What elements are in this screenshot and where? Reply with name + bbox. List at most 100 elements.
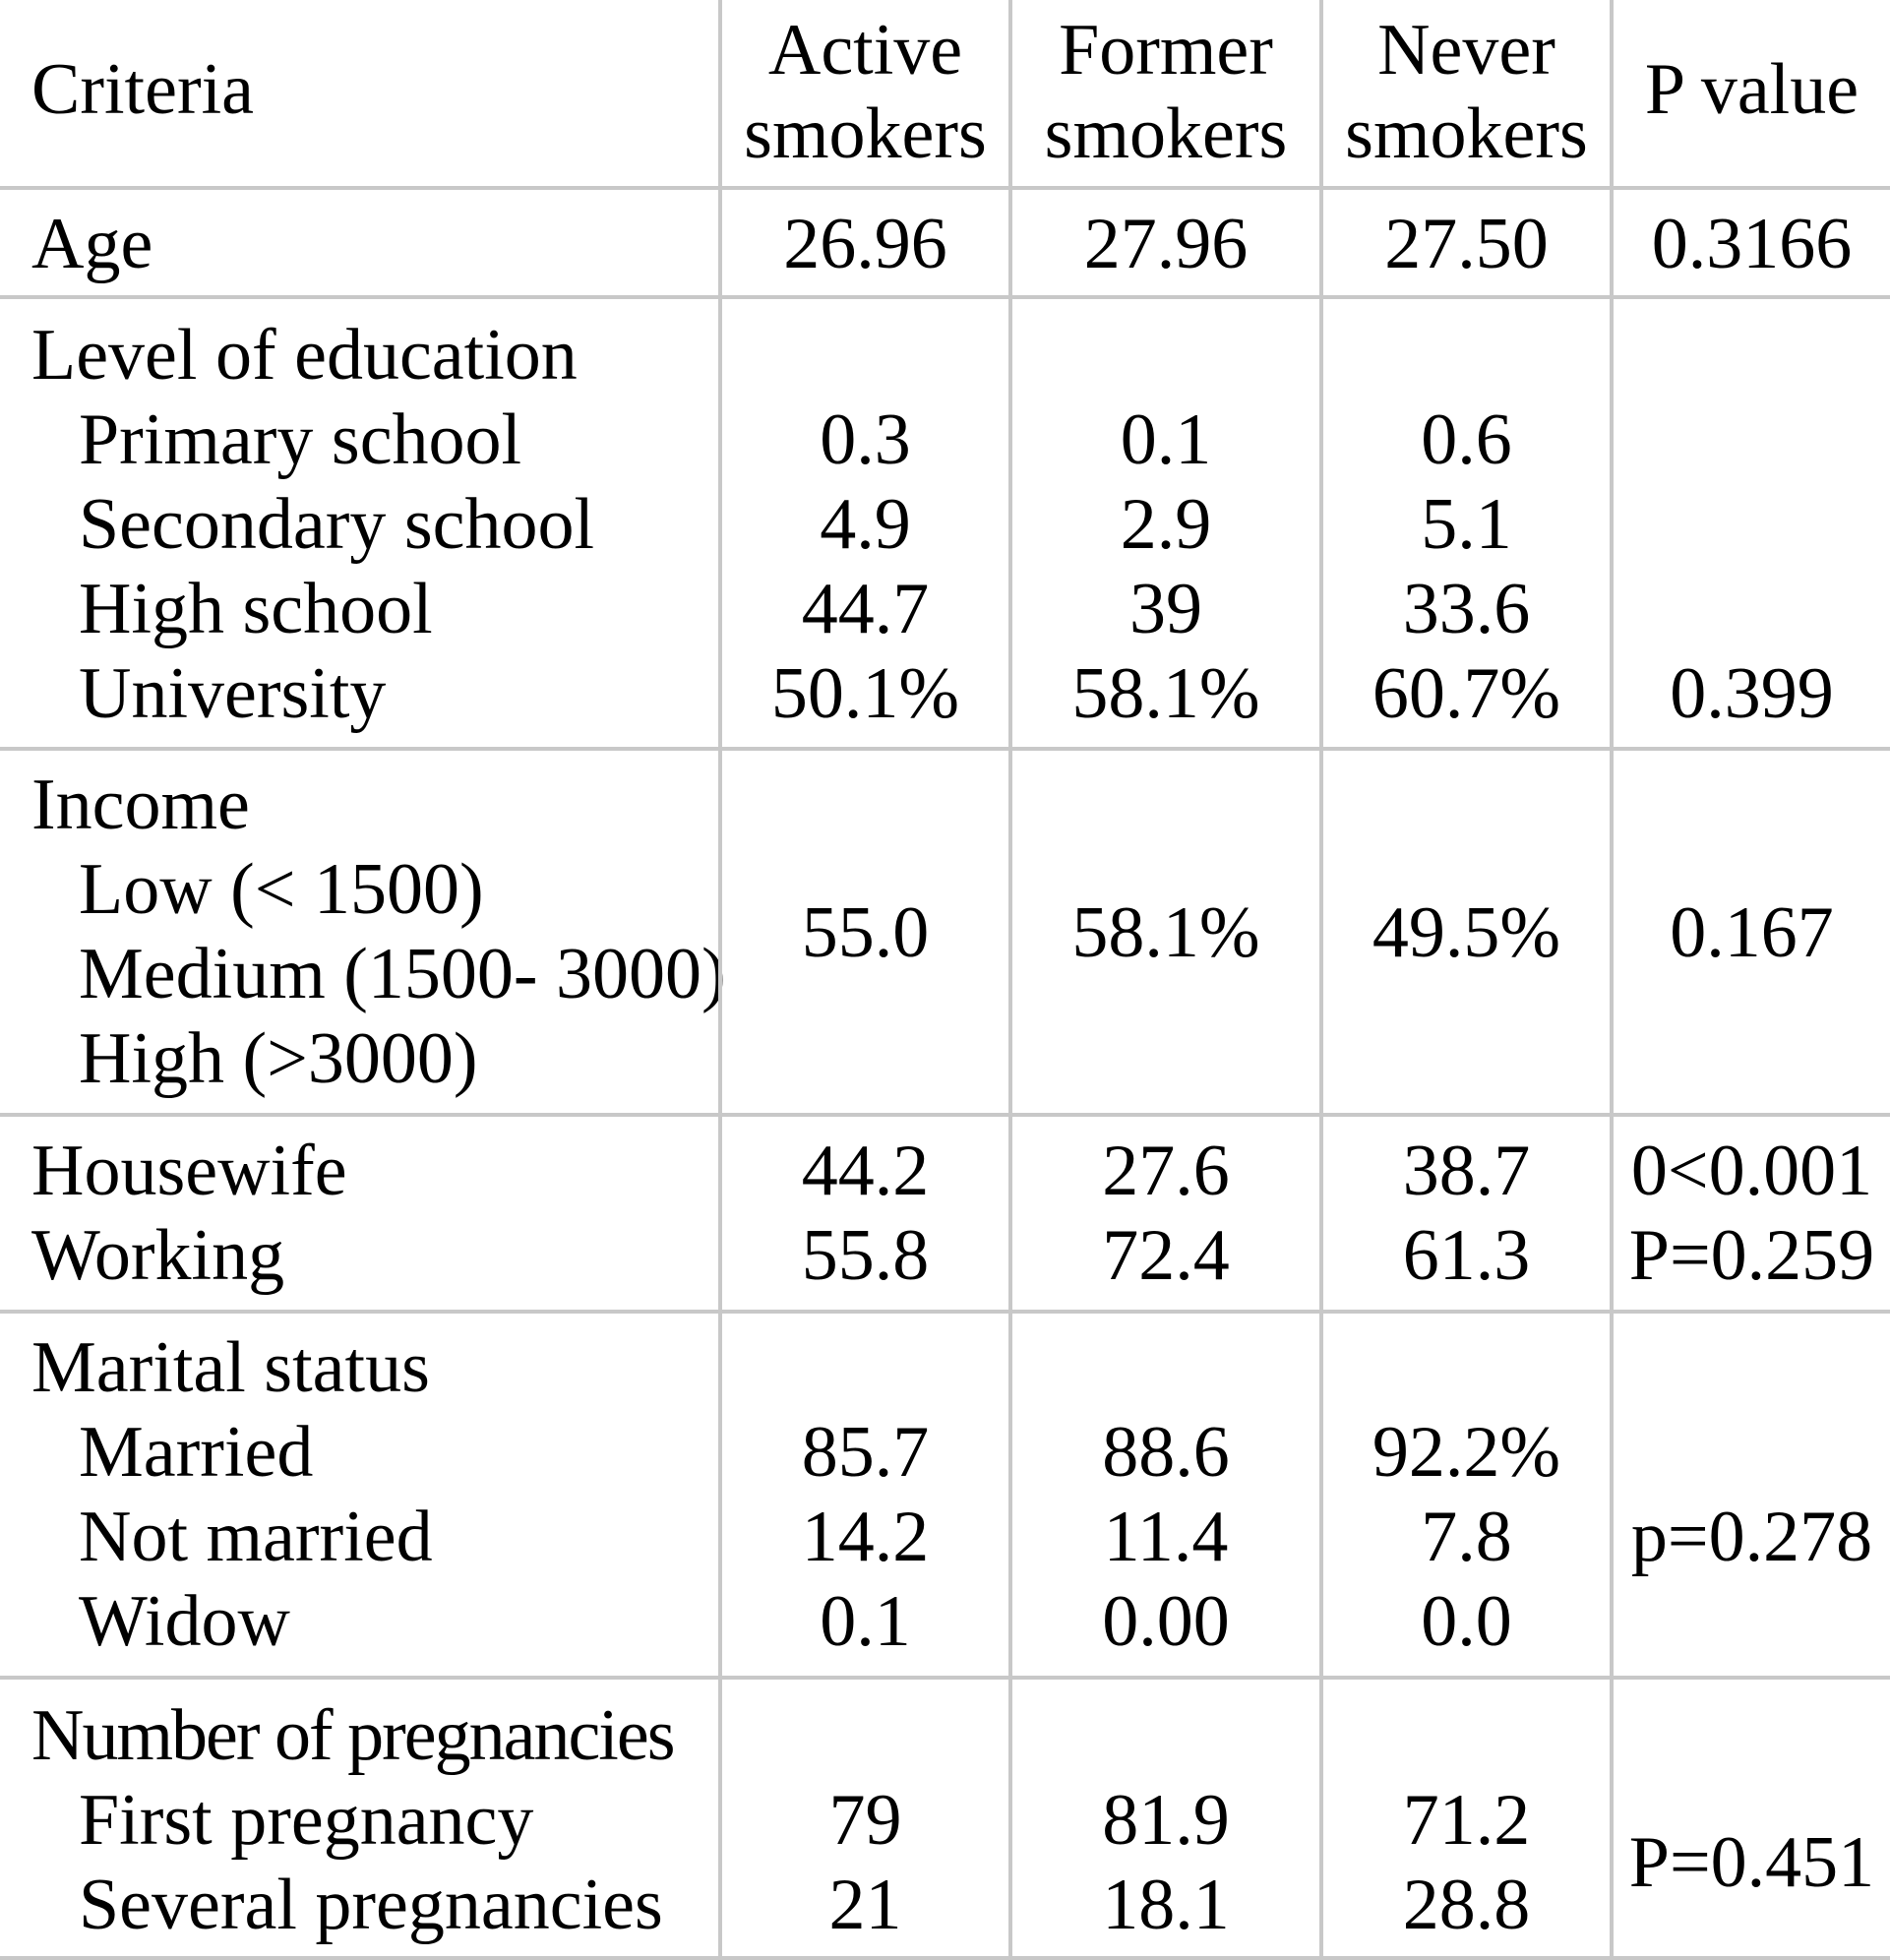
several-pregnancies-former: 18.1 (1102, 1865, 1230, 1945)
education-secondary-never: 5.1 (1421, 484, 1512, 565)
pregnancies-never-cell: 71.2 28.8 (1319, 1680, 1610, 1956)
age-former: 27.96 (1083, 204, 1249, 284)
age-active-cell: 26.96 (718, 190, 1008, 295)
marital-former-cell: 88.6 11.4 0.00 (1008, 1314, 1319, 1676)
education-primary-never: 0.6 (1421, 399, 1512, 480)
widow-active: 0.1 (820, 1581, 911, 1662)
working-active: 55.8 (801, 1215, 930, 1296)
income-former-cell: 58.1% (1008, 751, 1319, 1113)
widow-former: 0.00 (1102, 1581, 1230, 1662)
working-p: P=0.259 (1628, 1215, 1875, 1296)
several-pregnancies-never: 28.8 (1402, 1865, 1531, 1945)
widow-never: 0.0 (1421, 1581, 1512, 1662)
pregnancies-former-cell: 81.9 18.1 (1008, 1680, 1319, 1956)
education-high-label: High school (79, 569, 433, 649)
first-pregnancy-never: 71.2 (1402, 1780, 1531, 1861)
pregnancies-label-cell: Number of pregnancies First pregnancy Se… (0, 1680, 718, 1956)
income-label-cell: Income Low (< 1500) Medium (1500- 3000) … (0, 751, 726, 1113)
occupation-never-cell: 38.7 61.3 (1319, 1117, 1610, 1310)
occupation-active-cell: 44.2 55.8 (718, 1117, 1008, 1310)
education-row: Level of education Primary school Second… (0, 299, 1890, 751)
header-former-cell: Former smokers (1008, 0, 1319, 186)
header-active-cell: Active smokers (718, 0, 1008, 186)
age-former-cell: 27.96 (1008, 190, 1319, 295)
housewife-p: 0<0.001 (1630, 1131, 1873, 1211)
header-row: Criteria Active smokers Former smokers N… (0, 0, 1890, 190)
income-medium-label: Medium (1500- 3000) (79, 934, 726, 1014)
income-never-cell: 49.5% (1319, 751, 1610, 1113)
several-pregnancies-label: Several pregnancies (79, 1865, 663, 1945)
marital-row: Marital status Married Not married Widow… (0, 1314, 1890, 1680)
married-label: Married (79, 1412, 314, 1493)
occupation-p-cell: 0<0.001 P=0.259 (1610, 1117, 1890, 1310)
education-university-label: University (79, 653, 387, 734)
age-label: Age (31, 204, 153, 284)
education-p-cell: 0.399 (1610, 299, 1890, 747)
age-p: 0.3166 (1651, 204, 1853, 284)
education-university-active: 50.1% (770, 653, 960, 734)
age-row: Age 26.96 27.96 27.50 0.3166 (0, 190, 1890, 299)
age-never: 27.50 (1384, 204, 1549, 284)
occupation-label-cell: Housewife Working (0, 1117, 718, 1310)
education-label: Level of education (31, 315, 578, 396)
first-pregnancy-label: First pregnancy (79, 1780, 534, 1861)
working-label: Working (31, 1215, 285, 1296)
marital-label: Marital status (31, 1327, 430, 1408)
marital-never-cell: 92.2% 7.8 0.0 (1319, 1314, 1610, 1676)
married-active: 85.7 (801, 1412, 930, 1493)
header-criteria: Criteria (31, 49, 255, 130)
working-former: 72.4 (1102, 1215, 1230, 1296)
occupation-row: Housewife Working 44.2 55.8 27.6 72.4 38… (0, 1117, 1890, 1314)
education-primary-former: 0.1 (1120, 399, 1212, 480)
education-high-former: 39 (1129, 569, 1202, 649)
education-university-former: 58.1% (1071, 653, 1260, 734)
marital-active-cell: 85.7 14.2 0.1 (718, 1314, 1008, 1676)
header-never-line1: Never (1377, 10, 1555, 91)
education-primary-active: 0.3 (820, 399, 911, 480)
first-pregnancy-active: 79 (828, 1780, 902, 1861)
education-label-cell: Level of education Primary school Second… (0, 299, 718, 747)
occupation-former-cell: 27.6 72.4 (1008, 1117, 1319, 1310)
pregnancies-p-cell: P=0.451 (1610, 1680, 1890, 1956)
age-p-cell: 0.3166 (1610, 190, 1890, 295)
income-row: Income Low (< 1500) Medium (1500- 3000) … (0, 751, 1890, 1117)
housewife-active: 44.2 (801, 1131, 930, 1211)
married-never: 92.2% (1372, 1412, 1561, 1493)
first-pregnancy-former: 81.9 (1102, 1780, 1230, 1861)
education-university-never: 60.7% (1372, 653, 1561, 734)
header-pvalue: P value (1644, 49, 1860, 130)
housewife-never: 38.7 (1402, 1131, 1531, 1211)
education-secondary-former: 2.9 (1120, 484, 1212, 565)
not-married-active: 14.2 (801, 1497, 930, 1577)
header-former-line2: smokers (1044, 93, 1288, 174)
income-never: 49.5% (1372, 892, 1561, 973)
income-label: Income (31, 765, 250, 845)
married-former: 88.6 (1102, 1412, 1230, 1493)
income-high-label: High (>3000) (79, 1018, 478, 1099)
education-former-cell: 0.1 2.9 39 58.1% (1008, 299, 1319, 747)
header-pvalue-cell: P value (1610, 0, 1890, 186)
widow-label: Widow (79, 1581, 290, 1662)
income-active: 55.0 (801, 892, 930, 973)
not-married-never: 7.8 (1421, 1497, 1512, 1577)
header-never-cell: Never smokers (1319, 0, 1610, 186)
pregnancies-p: P=0.451 (1628, 1822, 1875, 1903)
header-never-line2: smokers (1345, 93, 1588, 174)
working-never: 61.3 (1402, 1215, 1531, 1296)
marital-label-cell: Marital status Married Not married Widow (0, 1314, 718, 1676)
income-active-cell: 55.0 (718, 751, 1008, 1113)
housewife-former: 27.6 (1102, 1131, 1230, 1211)
marital-p-cell: p=0.278 (1610, 1314, 1890, 1676)
education-never-cell: 0.6 5.1 33.6 60.7% (1319, 299, 1610, 747)
not-married-label: Not married (79, 1497, 433, 1577)
header-criteria-cell: Criteria (0, 0, 718, 186)
education-primary-label: Primary school (79, 399, 522, 480)
education-high-never: 33.6 (1402, 569, 1531, 649)
several-pregnancies-active: 21 (828, 1865, 902, 1945)
income-p: 0.167 (1670, 892, 1834, 973)
education-high-active: 44.7 (801, 569, 930, 649)
housewife-label: Housewife (31, 1131, 347, 1211)
header-active-line1: Active (767, 10, 963, 91)
header-former-line1: Former (1059, 10, 1273, 91)
